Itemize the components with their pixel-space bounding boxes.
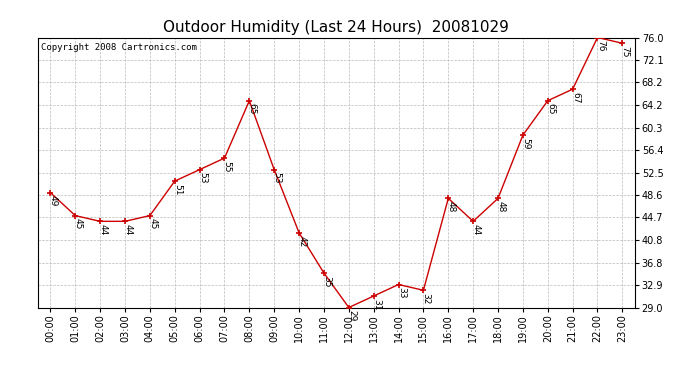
Text: 48: 48	[446, 201, 455, 213]
Text: 29: 29	[347, 310, 356, 322]
Text: 44: 44	[99, 224, 108, 236]
Text: Copyright 2008 Cartronics.com: Copyright 2008 Cartronics.com	[41, 43, 197, 52]
Text: 31: 31	[372, 299, 381, 310]
Title: Outdoor Humidity (Last 24 Hours)  20081029: Outdoor Humidity (Last 24 Hours) 2008102…	[164, 20, 509, 35]
Text: 44: 44	[471, 224, 480, 236]
Text: 33: 33	[397, 287, 406, 299]
Text: 45: 45	[148, 218, 157, 230]
Text: 42: 42	[297, 236, 306, 247]
Text: 32: 32	[422, 293, 431, 304]
Text: 48: 48	[496, 201, 505, 213]
Text: 49: 49	[49, 195, 58, 207]
Text: 65: 65	[546, 104, 555, 115]
Text: 35: 35	[322, 276, 331, 287]
Text: 67: 67	[571, 92, 580, 104]
Text: 53: 53	[273, 172, 282, 184]
Text: 51: 51	[173, 184, 182, 195]
Text: 55: 55	[223, 161, 232, 172]
Text: 65: 65	[248, 104, 257, 115]
Text: 53: 53	[198, 172, 207, 184]
Text: 76: 76	[595, 40, 604, 52]
Text: 44: 44	[124, 224, 132, 236]
Text: 75: 75	[620, 46, 630, 57]
Text: 45: 45	[74, 218, 83, 230]
Text: 59: 59	[521, 138, 530, 149]
